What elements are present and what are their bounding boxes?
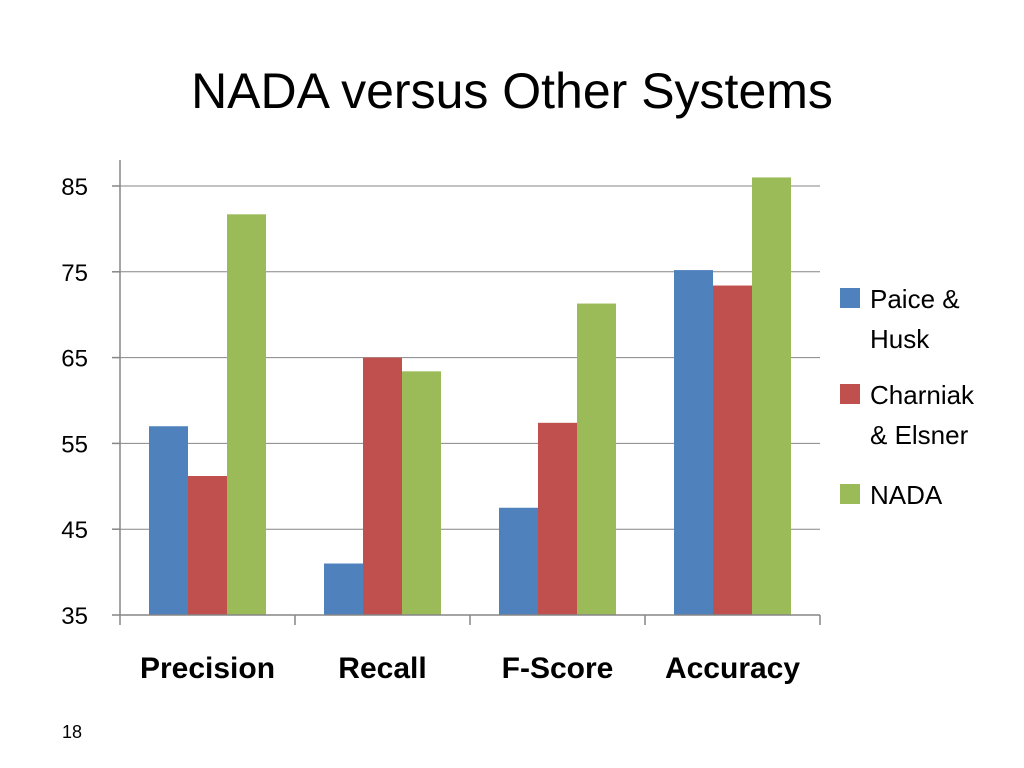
- bar: [149, 426, 188, 615]
- bar: [324, 563, 363, 615]
- y-tick-label: 55: [61, 431, 88, 458]
- bar: [499, 507, 538, 615]
- legend-label: Paice &: [870, 284, 960, 314]
- legend-label: NADA: [870, 480, 943, 510]
- category-label: Precision: [140, 652, 275, 685]
- legend-swatch: [840, 384, 860, 404]
- category-labels: Precision Recall F-Score Accuracy: [140, 652, 800, 685]
- slide-title: NADA versus Other Systems: [191, 63, 833, 119]
- axes: [112, 160, 821, 625]
- bar: [752, 177, 791, 616]
- bar: [674, 270, 713, 615]
- bar: [402, 371, 441, 615]
- legend-swatch: [840, 288, 860, 308]
- bar: [227, 214, 266, 615]
- y-tick-label: 65: [61, 346, 88, 373]
- bar: [538, 422, 577, 615]
- slide-number: 18: [62, 722, 83, 742]
- y-tick-label: 75: [61, 260, 88, 287]
- legend-label: Husk: [870, 324, 930, 354]
- bar: [188, 476, 227, 615]
- legend-label: & Elsner: [870, 420, 969, 450]
- bar: [363, 357, 402, 615]
- category-label: F-Score: [502, 652, 614, 685]
- y-tick-label: 85: [61, 174, 88, 201]
- legend: Paice & Husk Charniak & Elsner NADA: [840, 284, 975, 510]
- category-label: Recall: [338, 652, 426, 685]
- legend-label: Charniak: [870, 380, 975, 410]
- bars: [149, 177, 791, 616]
- y-tick-labels: 35 45 55 65 75 85: [61, 174, 88, 630]
- category-label: Accuracy: [665, 652, 800, 685]
- legend-swatch: [840, 484, 860, 504]
- bar: [577, 303, 616, 615]
- bar: [713, 285, 752, 615]
- y-tick-label: 35: [61, 603, 88, 630]
- y-tick-label: 45: [61, 517, 88, 544]
